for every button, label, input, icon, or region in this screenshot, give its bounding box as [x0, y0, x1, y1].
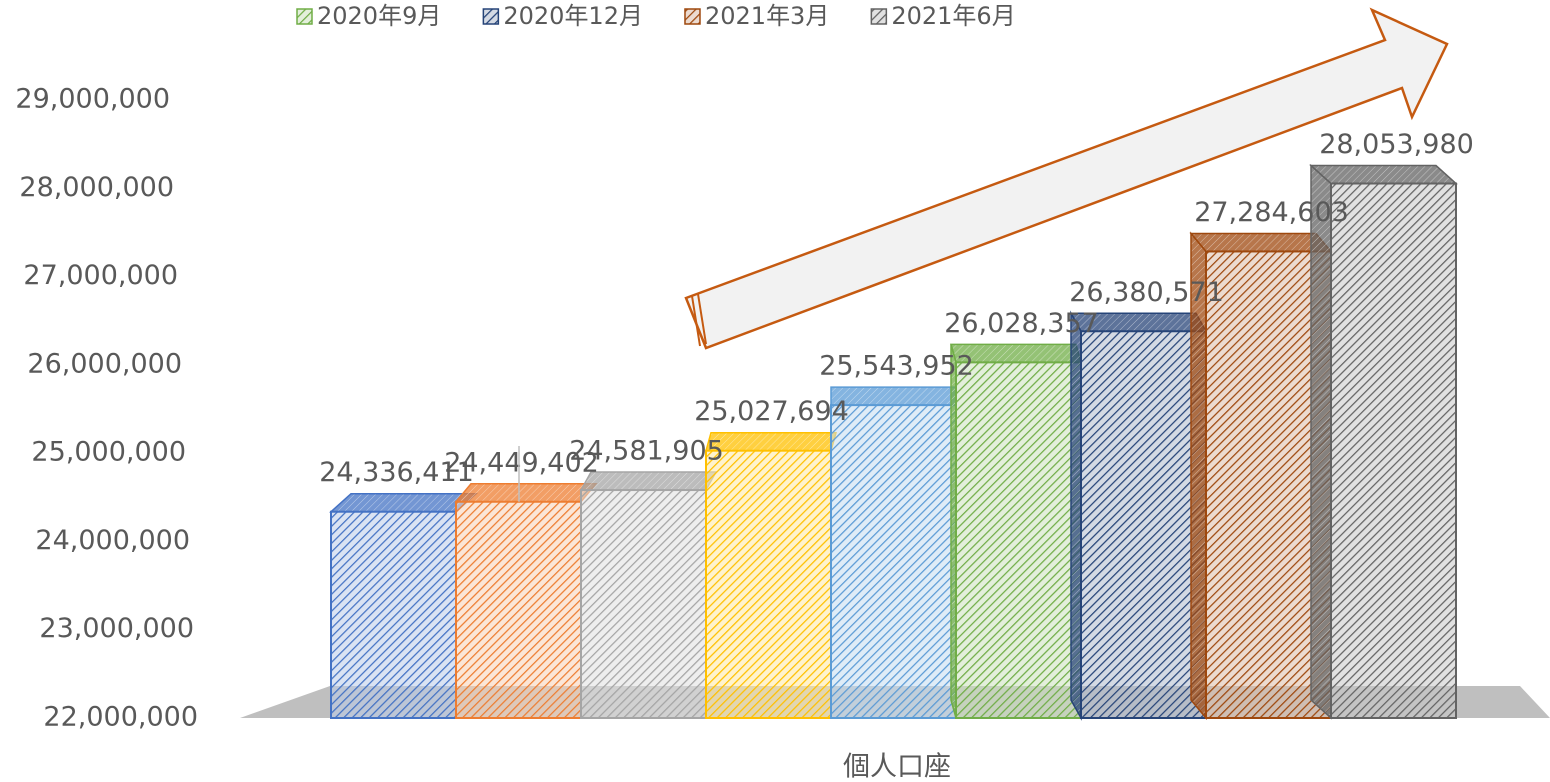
legend-label: 2021年3月	[705, 2, 829, 30]
bar-side	[1070, 310, 1082, 721]
y-tick-label: 24,000,000	[35, 525, 190, 556]
trend-arrow	[684, 7, 1449, 350]
bar	[330, 510, 457, 719]
bar	[1080, 330, 1207, 719]
y-tick-label: 29,000,000	[15, 84, 170, 115]
legend-label: 2020年12月	[503, 2, 643, 30]
data-label: 24,336,411	[319, 457, 474, 488]
data-label: 24,581,905	[569, 436, 724, 467]
y-tick-label: 23,000,000	[39, 613, 194, 644]
bar	[1330, 182, 1457, 719]
y-tick-label: 26,000,000	[27, 348, 182, 379]
bar	[1205, 250, 1332, 720]
legend-label: 2020年9月	[317, 2, 441, 30]
y-tick-label: 28,000,000	[19, 172, 174, 203]
data-label: 27,284,603	[1194, 197, 1349, 228]
data-label: 25,027,694	[694, 396, 849, 427]
y-tick-label: 27,000,000	[23, 260, 178, 291]
bar	[830, 404, 957, 719]
bar-top	[454, 483, 598, 503]
bar-top	[705, 431, 837, 452]
data-label: 28,053,980	[1319, 129, 1474, 160]
legend-swatch	[482, 8, 500, 25]
legend-label: 2021年6月	[891, 2, 1015, 30]
data-label: 24,449,402	[444, 447, 599, 478]
legend-swatch	[296, 8, 313, 25]
data-label: 26,380,571	[1069, 277, 1224, 308]
legend-swatch	[870, 8, 888, 25]
bar-top	[1309, 164, 1458, 185]
bar	[705, 449, 832, 719]
bar-top	[579, 471, 718, 491]
y-tick-label: 22,000,000	[43, 702, 198, 733]
legend-swatch	[684, 8, 701, 25]
y-tick-label: 25,000,000	[31, 437, 186, 468]
bar	[955, 361, 1082, 719]
bar-top	[329, 492, 478, 513]
x-category-label: 個人口座	[843, 752, 951, 782]
bar-top	[830, 386, 957, 406]
bar	[580, 489, 707, 720]
data-label: 25,543,952	[819, 351, 974, 382]
bar-top	[1189, 232, 1333, 253]
data-label: 26,028,357	[944, 308, 1099, 339]
bar-side	[1310, 163, 1332, 720]
bar	[455, 500, 582, 720]
